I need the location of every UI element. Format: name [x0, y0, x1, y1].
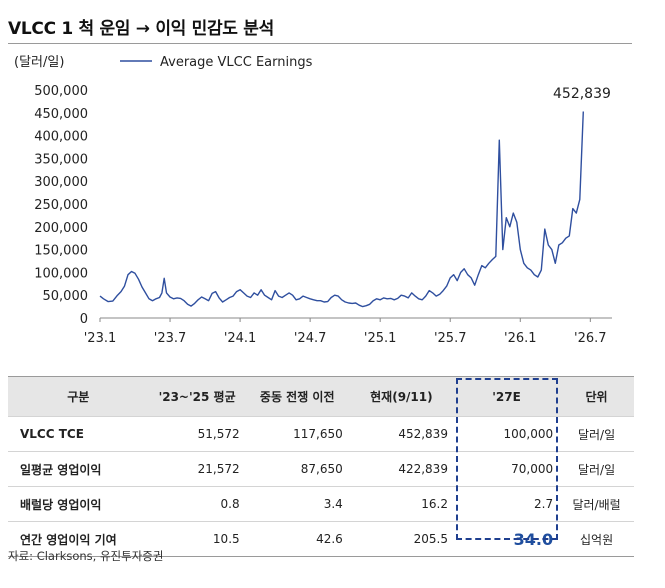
- y-unit-label: (달러/일): [14, 55, 64, 70]
- y-tick-label: 200,000: [34, 221, 88, 236]
- y-tick-label: 0: [80, 312, 88, 327]
- y-tick-label: 300,000: [34, 175, 88, 190]
- header-category: 구분: [8, 376, 149, 417]
- table-cell: 51,572: [148, 416, 246, 452]
- table-row: 연간 영업이익 기여 10.5 42.6 205.5 34.0 십억원: [8, 521, 634, 557]
- table-cell: 70,000: [453, 451, 560, 487]
- y-tick-label: 250,000: [34, 198, 88, 213]
- table-cell: 205.5: [348, 521, 454, 557]
- table-cell: 10.5: [148, 521, 246, 557]
- x-tick-label: '25.7: [434, 331, 467, 346]
- unit-cell: 달러/배럴: [559, 486, 634, 522]
- table-cell: 422,839: [348, 451, 454, 487]
- y-tick-label: 400,000: [34, 130, 88, 145]
- page-title: VLCC 1 척 운임 → 이익 민감도 분석: [8, 19, 274, 39]
- y-tick-label: 100,000: [34, 266, 88, 281]
- legend-label: Average VLCC Earnings: [160, 55, 313, 70]
- header-unit: 단위: [559, 376, 634, 417]
- header-current: 현재(9/11): [348, 376, 454, 417]
- unit-cell: 십억원: [559, 521, 634, 557]
- y-tick-label: 450,000: [34, 107, 88, 122]
- title-divider: [8, 43, 632, 44]
- sensitivity-table: 구분 '23~'25 평균 중동 전쟁 이전 현재(9/11) '27E 단위 …: [8, 376, 634, 557]
- y-axis-ticks: 500,000 450,000 400,000 350,000 300,000 250,0…: [34, 84, 88, 327]
- x-tick-label: '23.7: [154, 331, 187, 346]
- table-row: 배럴당 영업이익 0.8 3.4 16.2 2.7 달러/배럴: [8, 486, 634, 522]
- table-cell: 117,650: [245, 416, 349, 452]
- table-row: VLCC TCE 51,572 117,650 452,839 100,000 …: [8, 416, 634, 452]
- x-axis-ticks: '23.1 '23.7 '24.1 '24.7 '25.1 '25.7 '26.1 '26.7: [84, 318, 607, 346]
- row-label: VLCC TCE: [8, 416, 149, 452]
- y-tick-label: 350,000: [34, 152, 88, 167]
- source-note: 자료: Clarksons, 유진투자증권: [8, 549, 164, 563]
- y-tick-label: 500,000: [34, 84, 88, 99]
- x-tick-label: '23.1: [84, 331, 117, 346]
- table-cell: 2.7: [453, 486, 560, 522]
- row-label: 일평균 영업이익: [8, 451, 149, 487]
- row-label: 배럴당 영업이익: [8, 486, 149, 522]
- series-line-average-vlcc-earnings: [99, 111, 584, 308]
- header-pre-war: 중동 전쟁 이전: [245, 376, 349, 417]
- x-tick-label: '24.1: [224, 331, 257, 346]
- y-tick-label: 50,000: [43, 289, 89, 304]
- table-cell: 3.4: [245, 486, 349, 522]
- table-cell: 42.6: [245, 521, 349, 557]
- table-header-row: 구분 '23~'25 평균 중동 전쟁 이전 현재(9/11) '27E 단위: [8, 376, 634, 417]
- header-2325-average: '23~'25 평균: [148, 376, 246, 417]
- y-tick-label: 150,000: [34, 244, 88, 259]
- table-cell: 0.8: [148, 486, 246, 522]
- unit-cell: 달러/일: [559, 416, 634, 452]
- row-label: 연간 영업이익 기여: [8, 521, 149, 557]
- peak-annotation: 452,839: [553, 86, 611, 102]
- table-row: 일평균 영업이익 21,572 87,650 422,839 70,000 달러…: [8, 451, 634, 487]
- x-tick-label: '25.1: [364, 331, 397, 346]
- table-cell: 452,839: [348, 416, 454, 452]
- header-27e: '27E: [453, 376, 560, 417]
- table-cell: 21,572: [148, 451, 246, 487]
- x-tick-label: '26.7: [574, 331, 607, 346]
- unit-cell: 달러/일: [559, 451, 634, 487]
- table-cell: 16.2: [348, 486, 454, 522]
- x-tick-label: '26.1: [504, 331, 537, 346]
- earnings-chart: (달러/일) Average VLCC Earnings 452,839 500…: [0, 46, 665, 356]
- table-cell: 100,000: [453, 416, 560, 452]
- table-cell: 87,650: [245, 451, 349, 487]
- highlight-cell: 34.0: [453, 521, 560, 557]
- earnings-chart-svg: (달러/일) Average VLCC Earnings 452,839 500…: [14, 55, 612, 346]
- x-tick-label: '24.7: [294, 331, 327, 346]
